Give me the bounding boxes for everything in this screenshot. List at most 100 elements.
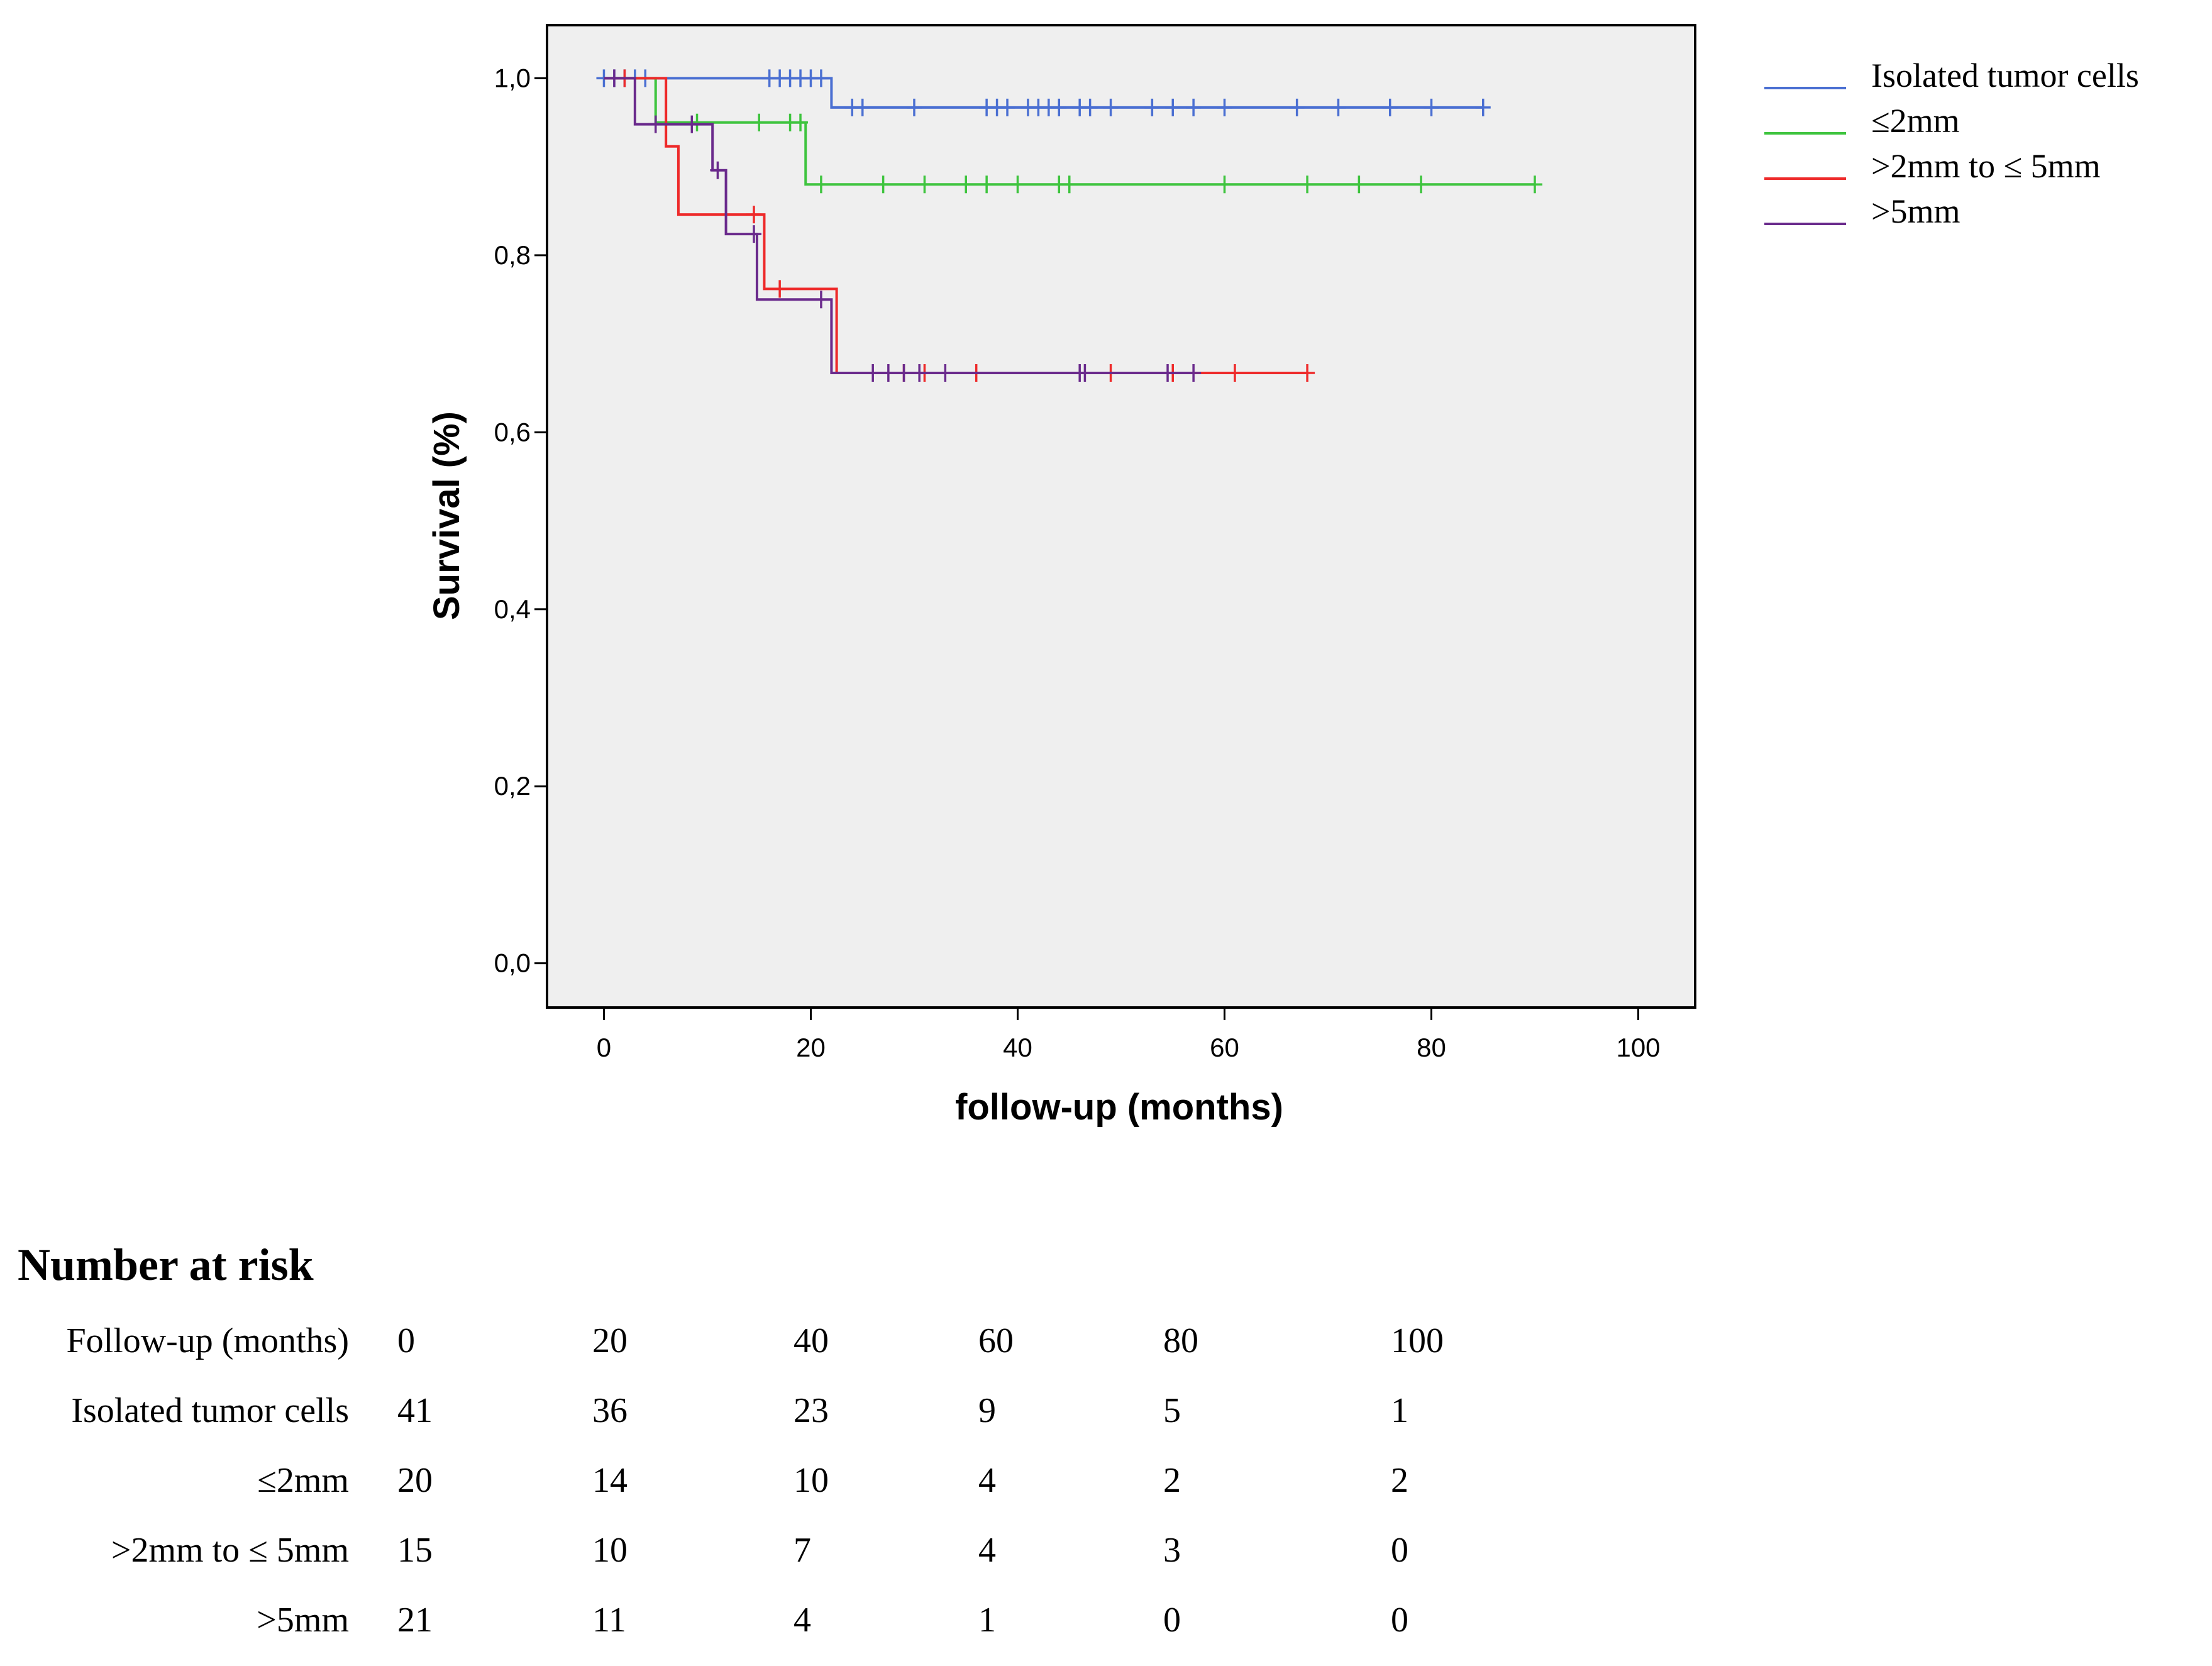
- censor-mark: [813, 69, 829, 87]
- censor-mark: [1217, 175, 1232, 194]
- risk-cell: 10: [794, 1461, 829, 1500]
- censor-mark: [1527, 175, 1543, 194]
- risk-cell: 36: [592, 1391, 628, 1430]
- risk-cell: 11: [592, 1601, 626, 1640]
- censor-mark: [1144, 98, 1160, 116]
- censor-mark: [772, 280, 788, 298]
- y-tick-label: 0,4: [494, 594, 531, 624]
- censor-mark: [1082, 98, 1098, 116]
- censor-mark: [875, 175, 891, 194]
- x-tick-label: 40: [1003, 1033, 1032, 1062]
- risk-cell: 20: [397, 1461, 433, 1500]
- risk-cell: 41: [397, 1391, 433, 1430]
- censor-mark: [1051, 98, 1067, 116]
- censor-mark: [1413, 175, 1429, 194]
- risk-cell: 15: [397, 1531, 433, 1570]
- y-tick-label: 0,2: [494, 771, 531, 801]
- risk-cell: 2: [1163, 1461, 1181, 1500]
- censor-mark: [793, 113, 809, 131]
- x-tick-label: 80: [1417, 1033, 1446, 1062]
- censor-mark: [1186, 98, 1202, 116]
- censor-mark: [1000, 98, 1015, 116]
- x-tick-label: 100: [1616, 1033, 1660, 1062]
- y-tick-label: 0,8: [494, 240, 531, 270]
- censor-mark: [813, 175, 829, 194]
- risk-row: Isolated tumor cells 41 36 23 9 5 1: [0, 1391, 1635, 1441]
- censor-mark: [1424, 98, 1439, 116]
- risk-cell: 4: [978, 1531, 996, 1570]
- censor-mark: [865, 364, 881, 382]
- censor-mark: [1217, 98, 1232, 116]
- censor-mark: [917, 175, 932, 194]
- censor-mark: [813, 291, 829, 309]
- legend-label: ≤2mm: [1871, 102, 1960, 140]
- censor-mark: [937, 364, 953, 382]
- survival-chart: 0 20 40 60 80 100 0,0 0,2 0,4 0,6 0,8 1,0 Isolated …: [426, 24, 2139, 1128]
- censor-mark: [751, 113, 767, 131]
- censor-mark: [710, 161, 726, 179]
- x-tick-label: 60: [1210, 1033, 1239, 1062]
- censor-mark: [1382, 98, 1398, 116]
- risk-header-row: Follow-up (months) 0 20 40 60 80 100: [0, 1321, 1635, 1371]
- plot-area: [546, 24, 1696, 1009]
- risk-cell: 5: [1163, 1391, 1181, 1430]
- risk-cell: 100: [1391, 1321, 1444, 1360]
- risk-cell: 40: [794, 1321, 829, 1360]
- risk-cell: 2: [1391, 1461, 1408, 1500]
- censor-mark: [906, 98, 922, 116]
- censor-mark: [746, 225, 762, 243]
- censor-mark: [1330, 98, 1346, 116]
- risk-row-label: Follow-up (months): [66, 1321, 349, 1360]
- censor-mark: [1103, 98, 1119, 116]
- risk-row: >2mm to ≤ 5mm 15 10 7 4 3 0: [0, 1530, 1635, 1580]
- risk-row-label: >5mm: [257, 1601, 349, 1640]
- y-tick-label: 0,0: [494, 948, 531, 978]
- censor-mark: [1077, 364, 1093, 382]
- censor-mark: [606, 69, 622, 87]
- censor-mark: [1227, 364, 1242, 382]
- y-tick-label: 0,6: [494, 417, 531, 447]
- censor-mark: [880, 364, 896, 382]
- risk-cell: 9: [978, 1391, 996, 1430]
- legend-label: Isolated tumor cells: [1871, 57, 2139, 94]
- risk-cell: 0: [1391, 1531, 1408, 1570]
- censor-mark: [1165, 98, 1181, 116]
- censor-mark: [1289, 98, 1305, 116]
- risk-cell: 3: [1163, 1531, 1181, 1570]
- risk-cell: 60: [978, 1321, 1014, 1360]
- censor-mark: [684, 115, 700, 133]
- series-group: [596, 69, 1543, 382]
- y-tick-label: 1,0: [494, 63, 531, 92]
- risk-cell: 4: [978, 1461, 996, 1500]
- risk-row: ≤2mm 20 14 10 4 2 2: [0, 1460, 1635, 1511]
- x-tick-label: 0: [597, 1033, 611, 1062]
- series-line: [604, 77, 1194, 375]
- censor-mark: [912, 364, 927, 382]
- risk-cell: 0: [1163, 1601, 1181, 1640]
- censor-mark: [1300, 175, 1315, 194]
- risk-cell: 7: [794, 1531, 811, 1570]
- censor-mark: [1160, 364, 1176, 382]
- risk-cell: 1: [978, 1601, 996, 1640]
- y-axis-title: Survival (%): [426, 411, 467, 620]
- censor-mark: [896, 364, 912, 382]
- risk-cell: 14: [592, 1461, 628, 1500]
- censor-mark: [1010, 175, 1026, 194]
- censor-mark: [854, 98, 870, 116]
- axes: 0 20 40 60 80 100 0,0 0,2 0,4 0,6 0,8 1,0: [494, 63, 1661, 1062]
- risk-cell: 80: [1163, 1321, 1198, 1360]
- legend-label: >2mm to ≤ 5mm: [1871, 147, 2101, 185]
- legend-label: >5mm: [1871, 192, 1960, 230]
- risk-cell: 4: [794, 1601, 811, 1640]
- censor-mark: [1351, 175, 1367, 194]
- risk-row-label: ≤2mm: [257, 1461, 349, 1500]
- censor-mark: [1186, 364, 1202, 382]
- censor-mark: [979, 175, 995, 194]
- censor-mark: [1475, 98, 1491, 116]
- risk-table-title: Number at risk: [18, 1240, 314, 1290]
- risk-cell: 10: [592, 1531, 628, 1570]
- censor-mark: [1300, 364, 1315, 382]
- x-tick-label: 20: [796, 1033, 826, 1062]
- censor-mark: [958, 175, 974, 194]
- censor-mark: [1061, 175, 1077, 194]
